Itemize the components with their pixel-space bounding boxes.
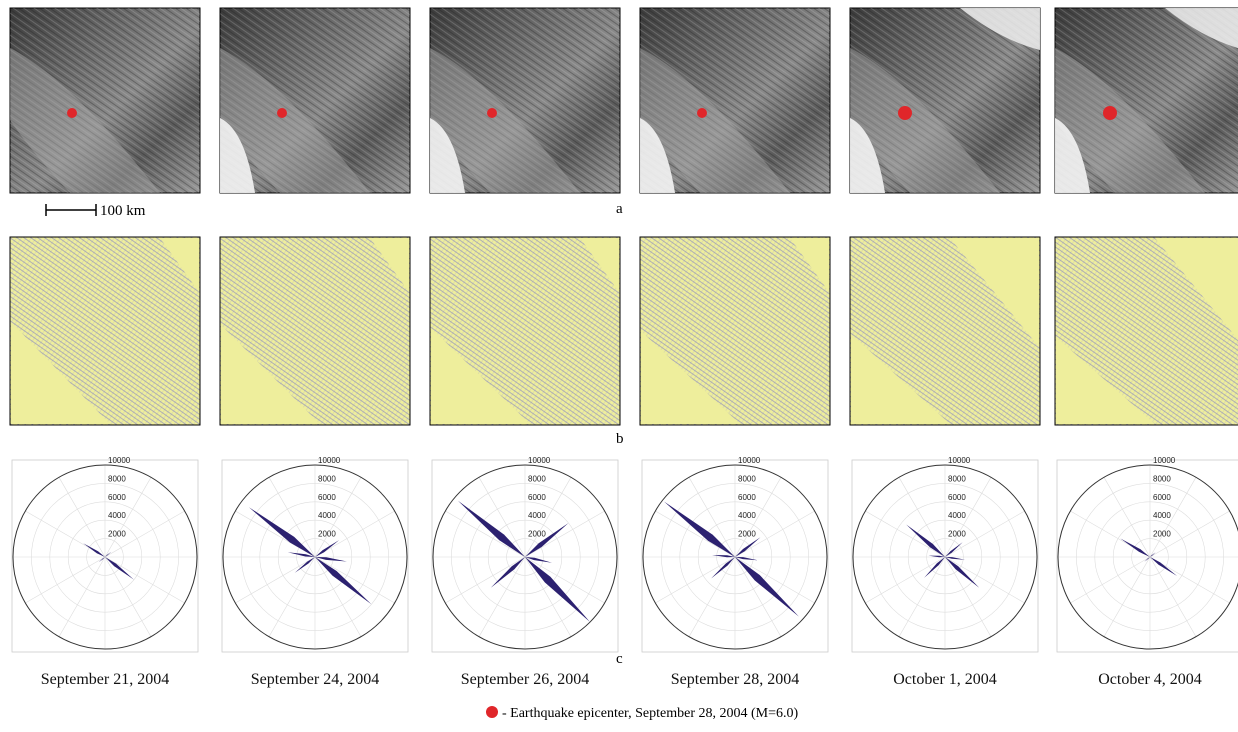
scale-bar: 100 km [46,203,146,219]
rose-tick-label: 10000 [528,456,551,465]
rose-tick-label: 8000 [738,474,756,483]
epicenter [697,108,707,118]
panels: 2000 4000 6000 8000 10000 September 21, 2004 2… [10,8,1238,688]
rose-tick-label: 4000 [528,511,546,520]
rose-tick-label: 4000 [108,511,126,520]
rose-tick-label: 4000 [738,511,756,520]
rose-tick-label: 6000 [738,493,756,502]
date-label: September 21, 2004 [41,671,169,688]
rose-tick-label: 2000 [108,530,126,539]
date-label: September 26, 2004 [461,671,589,688]
date-label: October 4, 2004 [1098,671,1202,688]
date-label: September 28, 2004 [671,671,799,688]
date-label: September 24, 2004 [251,671,379,688]
legend-text: - Earthquake epicenter, September 28, 20… [502,706,799,721]
rose-tick-label: 4000 [948,511,966,520]
epicenter [67,108,77,118]
rose-tick-label: 6000 [948,493,966,502]
date-label: October 1, 2004 [893,671,997,688]
rose-tick-label: 10000 [318,456,341,465]
rose-tick-label: 2000 [738,530,756,539]
epicenter [1103,106,1117,120]
row-label: a [616,201,623,217]
row-label: b [616,431,624,447]
rose-tick-label: 4000 [318,511,336,520]
rose-tick-label: 8000 [948,474,966,483]
rose-tick-label: 6000 [1153,493,1171,502]
rose-tick-label: 8000 [1153,474,1171,483]
rose-tick-label: 8000 [318,474,336,483]
epicenter [898,106,912,120]
rose-tick-label: 2000 [528,530,546,539]
epicenter [487,108,497,118]
rose-tick-label: 10000 [948,456,971,465]
row-label: c [616,651,623,667]
rose-tick-label: 2000 [1153,530,1171,539]
figure: 2000 4000 6000 8000 10000 September 21, 2004 2… [0,0,1238,732]
rose-tick-label: 4000 [1153,511,1171,520]
rose-tick-label: 10000 [738,456,761,465]
rose-frame [1057,460,1238,652]
rose-tick-label: 2000 [318,530,336,539]
rose-tick-label: 8000 [108,474,126,483]
rose-tick-label: 2000 [948,530,966,539]
rose-tick-label: 6000 [528,493,546,502]
rose-tick-label: 8000 [528,474,546,483]
scale-label: 100 km [100,203,146,219]
rose-tick-label: 10000 [108,456,131,465]
rose-tick-label: 6000 [108,493,126,502]
epicenter [277,108,287,118]
rose-tick-label: 10000 [1153,456,1176,465]
legend-marker [486,706,498,718]
rose-tick-label: 6000 [318,493,336,502]
